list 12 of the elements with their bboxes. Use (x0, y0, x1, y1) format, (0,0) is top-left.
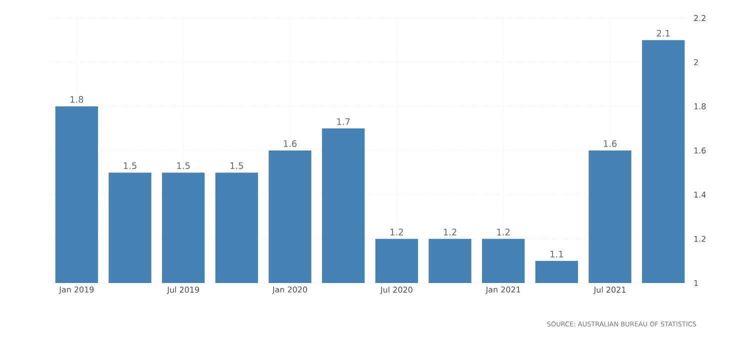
data-label: 1.2 (497, 228, 510, 236)
data-label: 1.2 (444, 228, 456, 236)
data-label: 1.2 (390, 228, 403, 236)
data-label: 1.6 (284, 140, 297, 147)
data-label: 1.5 (177, 162, 190, 170)
data-label: 1.8 (70, 96, 84, 103)
data-label: 1.1 (550, 250, 563, 258)
data-label: 1.6 (604, 140, 617, 147)
data-label: 1.5 (124, 162, 136, 170)
data-label: 2.1 (656, 30, 670, 37)
data-label: 1.5 (230, 162, 244, 170)
data-label: 1.7 (337, 118, 350, 125)
